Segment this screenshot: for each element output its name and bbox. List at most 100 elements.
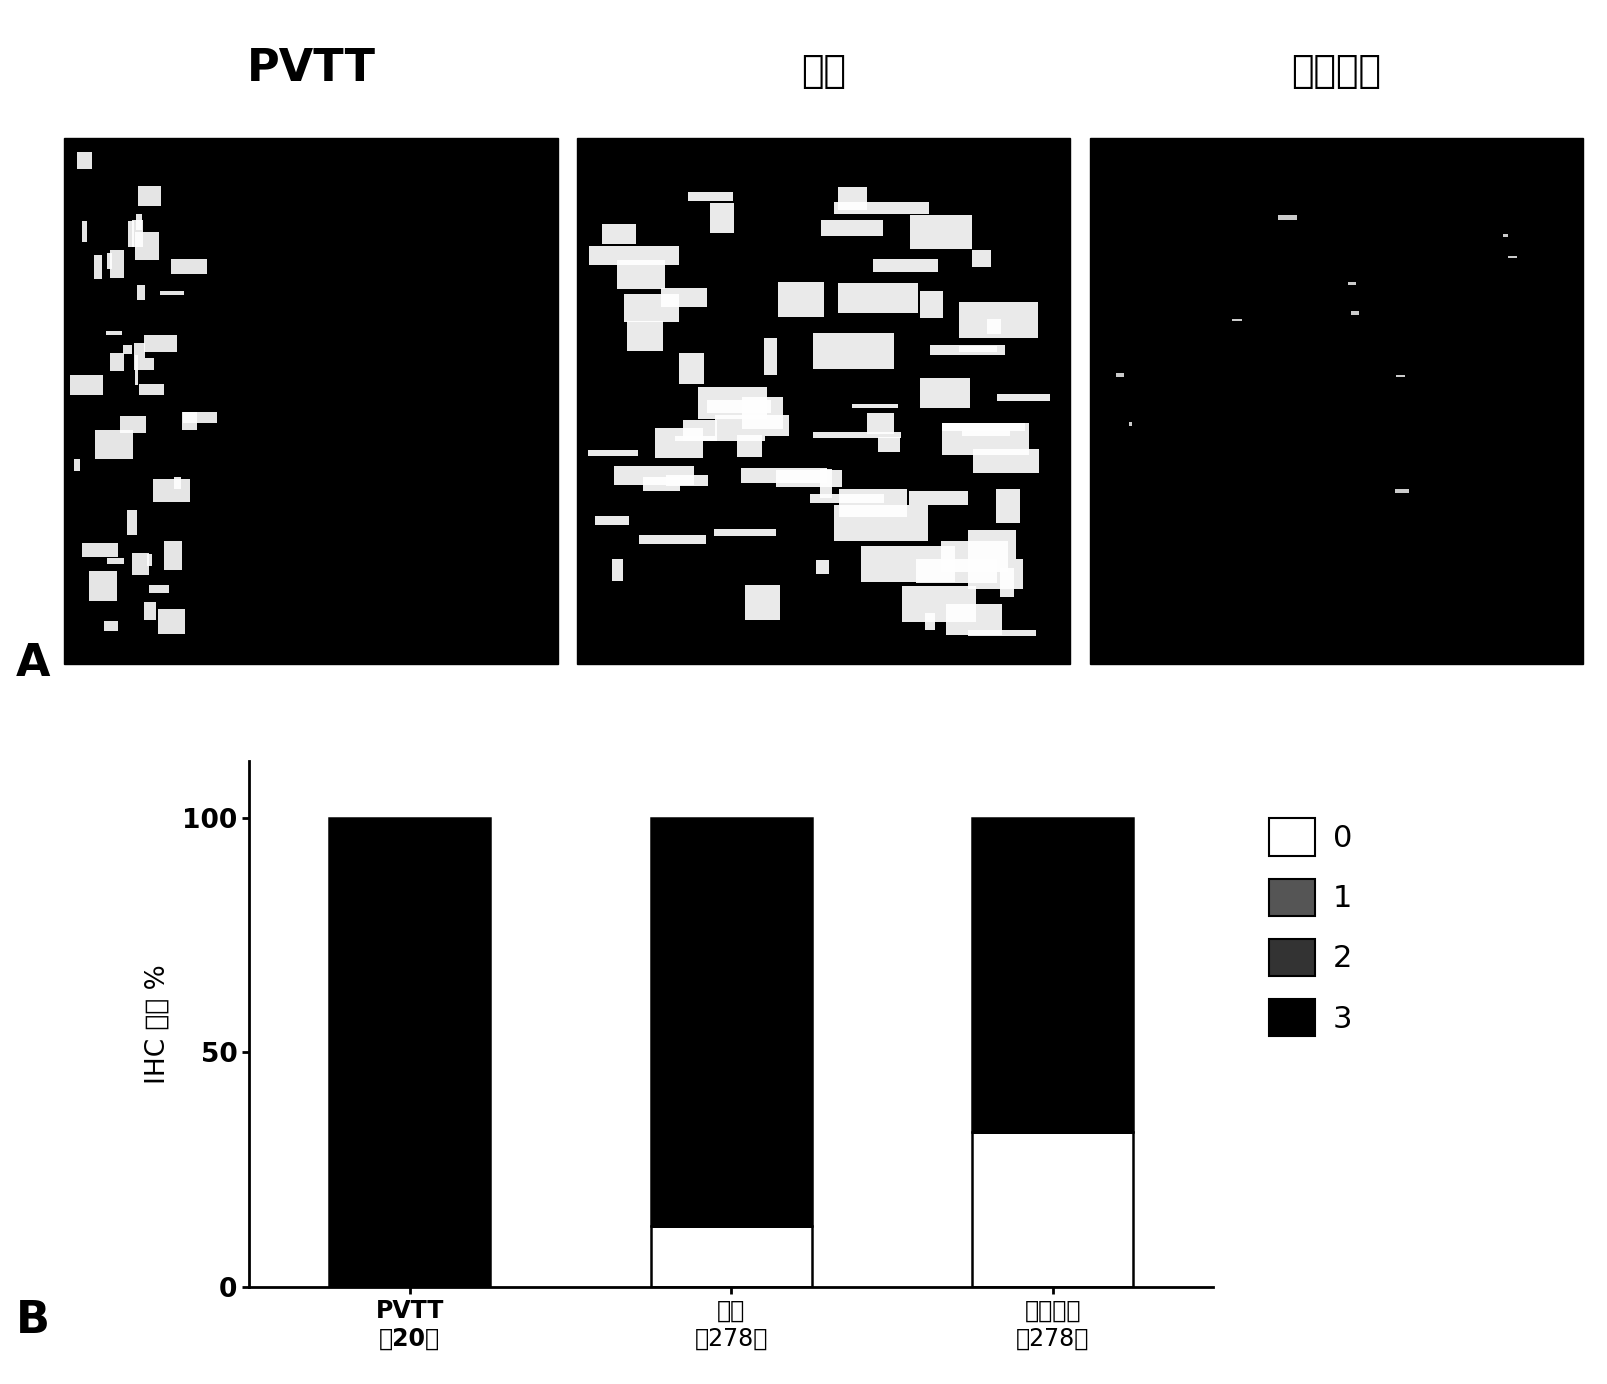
FancyBboxPatch shape <box>969 630 1037 637</box>
FancyBboxPatch shape <box>77 152 92 169</box>
FancyBboxPatch shape <box>624 293 678 321</box>
FancyBboxPatch shape <box>942 422 1028 455</box>
FancyBboxPatch shape <box>1117 374 1123 376</box>
FancyBboxPatch shape <box>137 285 145 300</box>
FancyBboxPatch shape <box>577 138 1070 664</box>
FancyBboxPatch shape <box>82 221 87 242</box>
FancyBboxPatch shape <box>654 428 704 458</box>
FancyBboxPatch shape <box>146 554 153 566</box>
FancyBboxPatch shape <box>138 187 161 206</box>
FancyBboxPatch shape <box>82 544 117 556</box>
FancyBboxPatch shape <box>974 448 1040 473</box>
FancyBboxPatch shape <box>132 220 143 246</box>
FancyBboxPatch shape <box>746 585 779 620</box>
FancyBboxPatch shape <box>617 260 665 289</box>
FancyBboxPatch shape <box>590 245 680 266</box>
FancyBboxPatch shape <box>959 346 998 352</box>
FancyBboxPatch shape <box>837 187 868 210</box>
FancyBboxPatch shape <box>861 545 956 583</box>
FancyBboxPatch shape <box>135 233 159 260</box>
FancyBboxPatch shape <box>688 192 733 202</box>
FancyBboxPatch shape <box>873 259 937 271</box>
FancyBboxPatch shape <box>820 469 832 498</box>
FancyBboxPatch shape <box>852 404 898 408</box>
FancyBboxPatch shape <box>675 436 765 441</box>
FancyBboxPatch shape <box>926 613 935 630</box>
FancyBboxPatch shape <box>987 320 1001 334</box>
FancyBboxPatch shape <box>627 321 664 352</box>
FancyBboxPatch shape <box>715 529 776 536</box>
FancyBboxPatch shape <box>132 552 149 574</box>
FancyBboxPatch shape <box>109 353 124 371</box>
Bar <box>972 1132 1133 1287</box>
FancyBboxPatch shape <box>834 505 927 541</box>
FancyBboxPatch shape <box>1348 282 1356 285</box>
FancyBboxPatch shape <box>1233 318 1242 321</box>
FancyBboxPatch shape <box>921 378 971 408</box>
FancyBboxPatch shape <box>910 215 972 249</box>
FancyBboxPatch shape <box>813 332 895 368</box>
FancyBboxPatch shape <box>183 412 217 422</box>
Bar <box>651 1226 812 1287</box>
FancyBboxPatch shape <box>182 412 198 430</box>
FancyBboxPatch shape <box>140 385 164 394</box>
FancyBboxPatch shape <box>95 429 133 459</box>
Bar <box>972 818 1133 1132</box>
FancyBboxPatch shape <box>958 302 1038 338</box>
FancyBboxPatch shape <box>137 213 141 230</box>
FancyBboxPatch shape <box>1278 215 1297 220</box>
FancyBboxPatch shape <box>595 516 628 525</box>
FancyBboxPatch shape <box>1395 489 1409 493</box>
FancyBboxPatch shape <box>963 429 1011 436</box>
FancyBboxPatch shape <box>1351 311 1358 316</box>
Y-axis label: IHC 评分 %: IHC 评分 % <box>145 965 170 1084</box>
FancyBboxPatch shape <box>710 203 734 234</box>
FancyBboxPatch shape <box>95 255 101 280</box>
FancyBboxPatch shape <box>69 375 103 396</box>
FancyBboxPatch shape <box>106 331 122 335</box>
FancyBboxPatch shape <box>940 541 1008 573</box>
FancyBboxPatch shape <box>145 335 177 353</box>
FancyBboxPatch shape <box>680 353 704 383</box>
FancyBboxPatch shape <box>902 585 975 621</box>
FancyBboxPatch shape <box>74 458 80 471</box>
FancyBboxPatch shape <box>839 489 906 518</box>
FancyBboxPatch shape <box>174 477 182 489</box>
FancyBboxPatch shape <box>996 394 1049 401</box>
FancyBboxPatch shape <box>1128 422 1133 426</box>
FancyBboxPatch shape <box>159 609 185 634</box>
FancyBboxPatch shape <box>879 437 900 453</box>
FancyBboxPatch shape <box>127 511 137 534</box>
FancyBboxPatch shape <box>821 220 882 235</box>
FancyBboxPatch shape <box>813 432 902 439</box>
FancyBboxPatch shape <box>135 343 145 358</box>
FancyBboxPatch shape <box>738 435 762 457</box>
FancyBboxPatch shape <box>612 559 624 581</box>
FancyBboxPatch shape <box>778 282 824 317</box>
FancyBboxPatch shape <box>1090 138 1583 664</box>
FancyBboxPatch shape <box>170 259 207 274</box>
FancyBboxPatch shape <box>942 424 1025 432</box>
FancyBboxPatch shape <box>683 421 717 441</box>
FancyBboxPatch shape <box>741 468 828 483</box>
FancyBboxPatch shape <box>588 450 638 455</box>
FancyBboxPatch shape <box>742 397 783 429</box>
FancyBboxPatch shape <box>1503 234 1509 237</box>
FancyBboxPatch shape <box>834 202 929 215</box>
FancyBboxPatch shape <box>603 224 636 245</box>
FancyBboxPatch shape <box>972 251 990 267</box>
FancyBboxPatch shape <box>816 561 829 574</box>
Legend: 0, 1, 2, 3: 0, 1, 2, 3 <box>1270 818 1353 1037</box>
FancyBboxPatch shape <box>143 602 156 620</box>
FancyBboxPatch shape <box>810 494 884 504</box>
FancyBboxPatch shape <box>763 338 776 375</box>
FancyBboxPatch shape <box>916 559 996 583</box>
FancyBboxPatch shape <box>159 291 185 295</box>
FancyBboxPatch shape <box>866 412 893 433</box>
Text: A: A <box>16 642 50 685</box>
FancyBboxPatch shape <box>837 282 919 313</box>
FancyBboxPatch shape <box>1507 256 1517 257</box>
FancyBboxPatch shape <box>908 491 967 505</box>
FancyBboxPatch shape <box>88 572 117 601</box>
FancyBboxPatch shape <box>109 251 124 278</box>
